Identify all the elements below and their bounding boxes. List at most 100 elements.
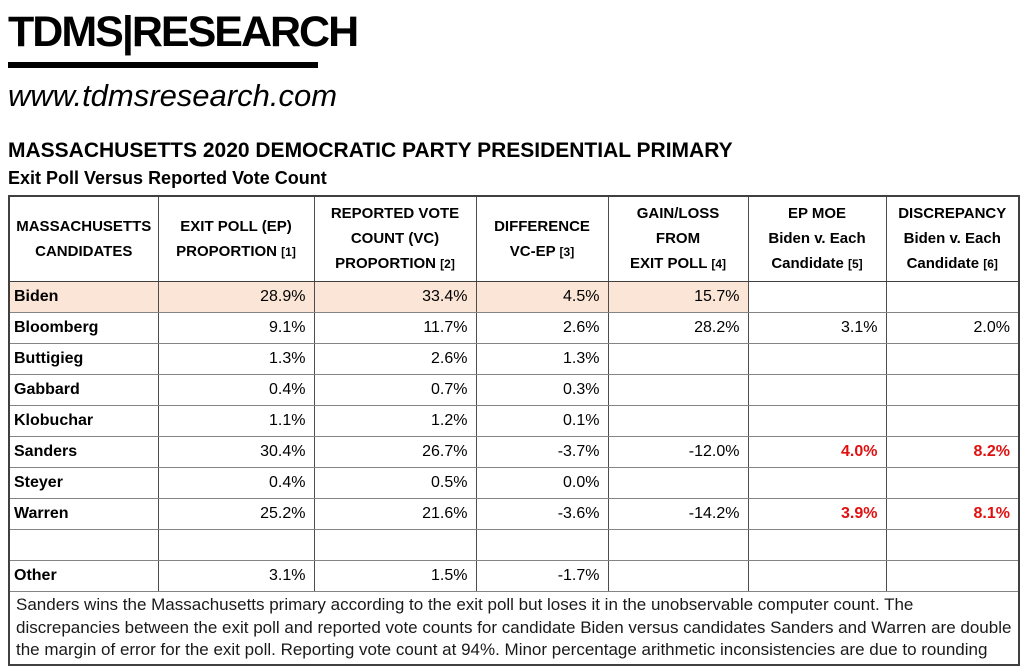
column-header-difference: DIFFERENCE VC-EP [3] xyxy=(475,195,609,282)
column-ref-number: [5] xyxy=(848,257,863,271)
candidate-name: Sanders xyxy=(8,436,159,468)
value-cell xyxy=(747,529,887,561)
value-cell: 1.2% xyxy=(313,405,477,437)
value-cell: 9.1% xyxy=(157,312,315,344)
column-ref-number: [6] xyxy=(983,257,998,271)
column-header-vote-count: REPORTED VOTE COUNT (VC) PROPORTION [2] xyxy=(313,195,477,282)
value-cell: -14.2% xyxy=(607,498,749,530)
value-cell: 0.1% xyxy=(475,405,609,437)
value-cell: -12.0% xyxy=(607,436,749,468)
value-cell: -3.6% xyxy=(475,498,609,530)
table-row-sanders: Sanders 30.4% 26.7% -3.7% -12.0% 4.0% 8.2% xyxy=(8,436,1020,468)
value-cell: 25.2% xyxy=(157,498,315,530)
value-cell xyxy=(747,560,887,592)
value-cell: 2.0% xyxy=(885,312,1020,344)
brand-logo: TDMS|RESEARCH xyxy=(8,8,359,56)
value-cell: 28.2% xyxy=(607,312,749,344)
value-cell: 1.3% xyxy=(475,343,609,375)
value-cell: 30.4% xyxy=(157,436,315,468)
value-cell: 0.5% xyxy=(313,467,477,499)
value-cell: 8.2% xyxy=(885,436,1020,468)
column-header-exit-poll: EXIT POLL (EP) PROPORTION [1] xyxy=(157,195,315,282)
value-cell: -3.7% xyxy=(475,436,609,468)
column-ref-number: [1] xyxy=(281,244,296,259)
candidate-name: Biden xyxy=(8,281,159,313)
value-cell: 2.6% xyxy=(313,343,477,375)
value-cell xyxy=(747,405,887,437)
column-ref-number: [4] xyxy=(711,257,727,271)
value-cell: 4.5% xyxy=(475,281,609,313)
candidate-name: Bloomberg xyxy=(8,312,159,344)
value-cell: 33.4% xyxy=(313,281,477,313)
value-cell: -1.7% xyxy=(475,560,609,592)
column-header-candidates: MASSACHUSETTS CANDIDATES xyxy=(8,195,159,282)
footnote-row: Sanders wins the Massachusetts primary a… xyxy=(8,591,1020,666)
value-cell: 26.7% xyxy=(313,436,477,468)
table-row-klobuchar: Klobuchar 1.1% 1.2% 0.1% xyxy=(8,405,1020,437)
value-cell xyxy=(885,467,1020,499)
value-cell xyxy=(885,560,1020,592)
value-cell xyxy=(885,343,1020,375)
website-url: www.tdmsresearch.com xyxy=(8,78,338,113)
column-ref-number: [2] xyxy=(440,257,455,271)
value-cell: 28.9% xyxy=(157,281,315,313)
value-cell xyxy=(475,529,609,561)
value-cell xyxy=(747,343,887,375)
value-cell xyxy=(885,374,1020,406)
value-cell xyxy=(747,467,887,499)
value-cell: 21.6% xyxy=(313,498,477,530)
candidate-name: Buttigieg xyxy=(8,343,159,375)
candidate-name: Gabbard xyxy=(8,374,159,406)
page-title: MASSACHUSETTS 2020 DEMOCRATIC PARTY PRES… xyxy=(8,139,733,162)
table-row-bloomberg: Bloomberg 9.1% 11.7% 2.6% 28.2% 3.1% 2.0% xyxy=(8,312,1020,344)
value-cell: 0.0% xyxy=(475,467,609,499)
value-cell xyxy=(607,529,749,561)
candidate-name: Steyer xyxy=(8,467,159,499)
table-footnote: Sanders wins the Massachusetts primary a… xyxy=(8,591,1020,666)
value-cell: 4.0% xyxy=(747,436,887,468)
logo-underline-rule xyxy=(8,62,318,68)
column-header-discrepancy: DISCREPANCY Biden v. Each Candidate [6] xyxy=(885,195,1020,282)
table-row-empty xyxy=(8,529,1020,561)
value-cell xyxy=(747,281,887,313)
value-cell xyxy=(607,343,749,375)
table-row-steyer: Steyer 0.4% 0.5% 0.0% xyxy=(8,467,1020,499)
table-row-other: Other 3.1% 1.5% -1.7% xyxy=(8,560,1020,592)
value-cell: 3.1% xyxy=(747,312,887,344)
column-ref-number: [3] xyxy=(559,244,575,259)
value-cell xyxy=(607,467,749,499)
value-cell: 2.6% xyxy=(475,312,609,344)
value-cell: 0.3% xyxy=(475,374,609,406)
value-cell: 1.5% xyxy=(313,560,477,592)
value-cell: 15.7% xyxy=(607,281,749,313)
candidate-name: Klobuchar xyxy=(8,405,159,437)
table-row-warren: Warren 25.2% 21.6% -3.6% -14.2% 3.9% 8.1% xyxy=(8,498,1020,530)
value-cell: 0.4% xyxy=(157,374,315,406)
value-cell xyxy=(607,560,749,592)
value-cell: 8.1% xyxy=(885,498,1020,530)
table-row-biden: Biden 28.9% 33.4% 4.5% 15.7% xyxy=(8,281,1020,313)
table-row-gabbard: Gabbard 0.4% 0.7% 0.3% xyxy=(8,374,1020,406)
column-header-ep-moe: EP MOE Biden v. Each Candidate [5] xyxy=(747,195,887,282)
table-header-row: MASSACHUSETTS CANDIDATES EXIT POLL (EP) PRO… xyxy=(8,195,1020,282)
value-cell: 3.9% xyxy=(747,498,887,530)
value-cell xyxy=(885,405,1020,437)
value-cell: 11.7% xyxy=(313,312,477,344)
value-cell xyxy=(607,405,749,437)
candidate-name: Warren xyxy=(8,498,159,530)
value-cell xyxy=(157,529,315,561)
exit-poll-table: MASSACHUSETTS CANDIDATES EXIT POLL (EP) PRO… xyxy=(8,195,1020,666)
value-cell xyxy=(607,374,749,406)
candidate-name: Other xyxy=(8,560,159,592)
value-cell: 1.3% xyxy=(157,343,315,375)
value-cell: 0.7% xyxy=(313,374,477,406)
candidate-name xyxy=(8,529,159,561)
value-cell: 0.4% xyxy=(157,467,315,499)
value-cell xyxy=(885,281,1020,313)
value-cell xyxy=(747,374,887,406)
value-cell xyxy=(885,529,1020,561)
column-header-gain-loss: GAIN/LOSS FROM EXIT POLL [4] xyxy=(607,195,749,282)
value-cell: 3.1% xyxy=(157,560,315,592)
page-subtitle: Exit Poll Versus Reported Vote Count xyxy=(8,168,327,188)
